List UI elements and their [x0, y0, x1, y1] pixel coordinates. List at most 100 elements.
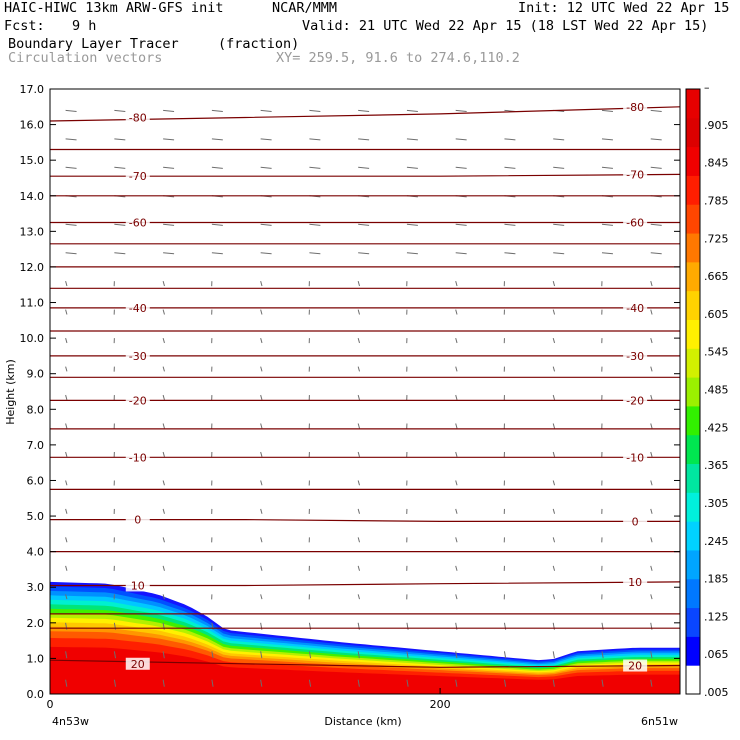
vector-149: [357, 366, 360, 372]
vector-73: [455, 537, 458, 543]
vector-216: [455, 223, 467, 226]
vector-12: [650, 679, 653, 687]
vector-104: [65, 451, 68, 457]
x-tick-label: 0: [47, 698, 54, 711]
vector-60: [455, 565, 458, 571]
vector-58: [357, 565, 360, 571]
forecast-hour: 9 h: [72, 18, 97, 34]
y-tick-label: 12.0: [20, 261, 45, 274]
vector-169: [65, 309, 68, 315]
vector-237: [211, 166, 223, 169]
vector-182: [65, 281, 68, 287]
colorbar-swatch: [686, 319, 700, 349]
isotherm-label-bg: [623, 216, 648, 229]
vector-97: [357, 480, 360, 486]
isotherm-label: 10: [628, 576, 642, 589]
isotherm-label: 20: [628, 660, 642, 673]
vector-125: [455, 423, 458, 429]
tracer-field: [50, 581, 680, 694]
vector-181: [650, 309, 653, 315]
vector-208: [65, 223, 77, 226]
vector-220: [650, 223, 662, 226]
isotherm-label-bg: [623, 659, 648, 672]
vector-130: [65, 394, 68, 401]
y-tick-label: 13.0: [20, 225, 45, 238]
colorbar-label: .605: [704, 308, 729, 321]
colorbar-label: .665: [704, 270, 729, 283]
isotherm-label-bg: [125, 301, 150, 314]
vector-95: [260, 480, 263, 486]
vector-217: [504, 223, 516, 226]
vector-24: [601, 651, 604, 659]
vector-175: [357, 309, 360, 315]
vector-47: [455, 594, 458, 600]
y-tick-label: 16.0: [20, 119, 45, 132]
colorbar-swatch: [686, 204, 700, 234]
y-tick-label: 6.0: [27, 474, 45, 487]
vector-166: [552, 337, 556, 344]
vector-75: [552, 537, 556, 543]
vector-256: [504, 138, 516, 141]
vector-205: [553, 252, 565, 255]
vector-4: [260, 679, 263, 687]
colorbar-swatch: [686, 521, 700, 551]
vector-162: [357, 337, 360, 344]
colorbar-label: .005: [704, 686, 729, 699]
vector-192: [552, 281, 556, 287]
vector-184: [162, 281, 165, 287]
y-tick-label: 8.0: [27, 403, 45, 416]
vector-266: [358, 109, 370, 112]
vector-90: [650, 508, 653, 514]
isotherm-label-bg: [623, 100, 648, 113]
vector-215: [406, 223, 418, 226]
colorbar-swatch: [686, 175, 700, 205]
vector-10: [552, 679, 555, 687]
vector-267: [406, 109, 418, 112]
vector-234: [65, 166, 77, 169]
vector-160: [260, 337, 263, 344]
axes: 0.0 1.0 2.0 3.0 4.0 5.0 6.0 7.0 8.0 9.0 10.0 11.0 12…: [20, 83, 680, 711]
vector-77: [650, 537, 653, 543]
vector-262: [163, 109, 175, 112]
y-tick-label: 14.0: [20, 190, 45, 203]
vector-194: [650, 281, 653, 287]
colorbar-label: .785: [704, 194, 729, 207]
vector-21: [455, 651, 458, 659]
isotherm-label: 0: [632, 515, 639, 528]
isotherm-label-bg: [125, 111, 150, 124]
vector-203: [455, 252, 467, 255]
vector-117: [65, 423, 68, 429]
vector-19: [357, 651, 360, 659]
vector-91: [65, 480, 68, 486]
vector-108: [260, 451, 263, 457]
isotherm-label: -80: [626, 101, 644, 114]
isotherm-label: -30: [626, 350, 644, 363]
init-time: Init: 12 UTC Wed 22 Apr 15: [518, 0, 730, 16]
vector-142: [650, 394, 653, 401]
colorbar-swatch: [686, 261, 700, 292]
vector-261: [114, 109, 126, 112]
colorbar: .005 .065 .125 .185 .245 .305 .365 .425 .485 .545…: [685, 81, 729, 699]
vector-51: [650, 594, 653, 600]
vector-204: [504, 252, 516, 255]
vector-41: [162, 594, 165, 600]
vector-138: [455, 394, 458, 401]
vector-129: [650, 423, 653, 429]
colorbar-swatch: [686, 636, 700, 666]
vector-45: [357, 594, 360, 600]
x-start-label: 4n53w: [52, 715, 89, 728]
isotherm-label: -60: [626, 216, 644, 229]
y-tick-label: 17.0: [20, 83, 45, 96]
vector-56: [260, 565, 263, 571]
vector-255: [455, 138, 467, 141]
isotherm-label: -20: [626, 394, 644, 407]
vector-268: [455, 109, 467, 112]
vector-132: [162, 394, 165, 401]
vector-248: [114, 138, 126, 141]
vector-179: [552, 309, 556, 315]
vector-62: [552, 565, 556, 571]
isotherm-label: -80: [129, 111, 147, 124]
vector-168: [650, 337, 653, 344]
y-tick-label: 4.0: [27, 546, 45, 559]
